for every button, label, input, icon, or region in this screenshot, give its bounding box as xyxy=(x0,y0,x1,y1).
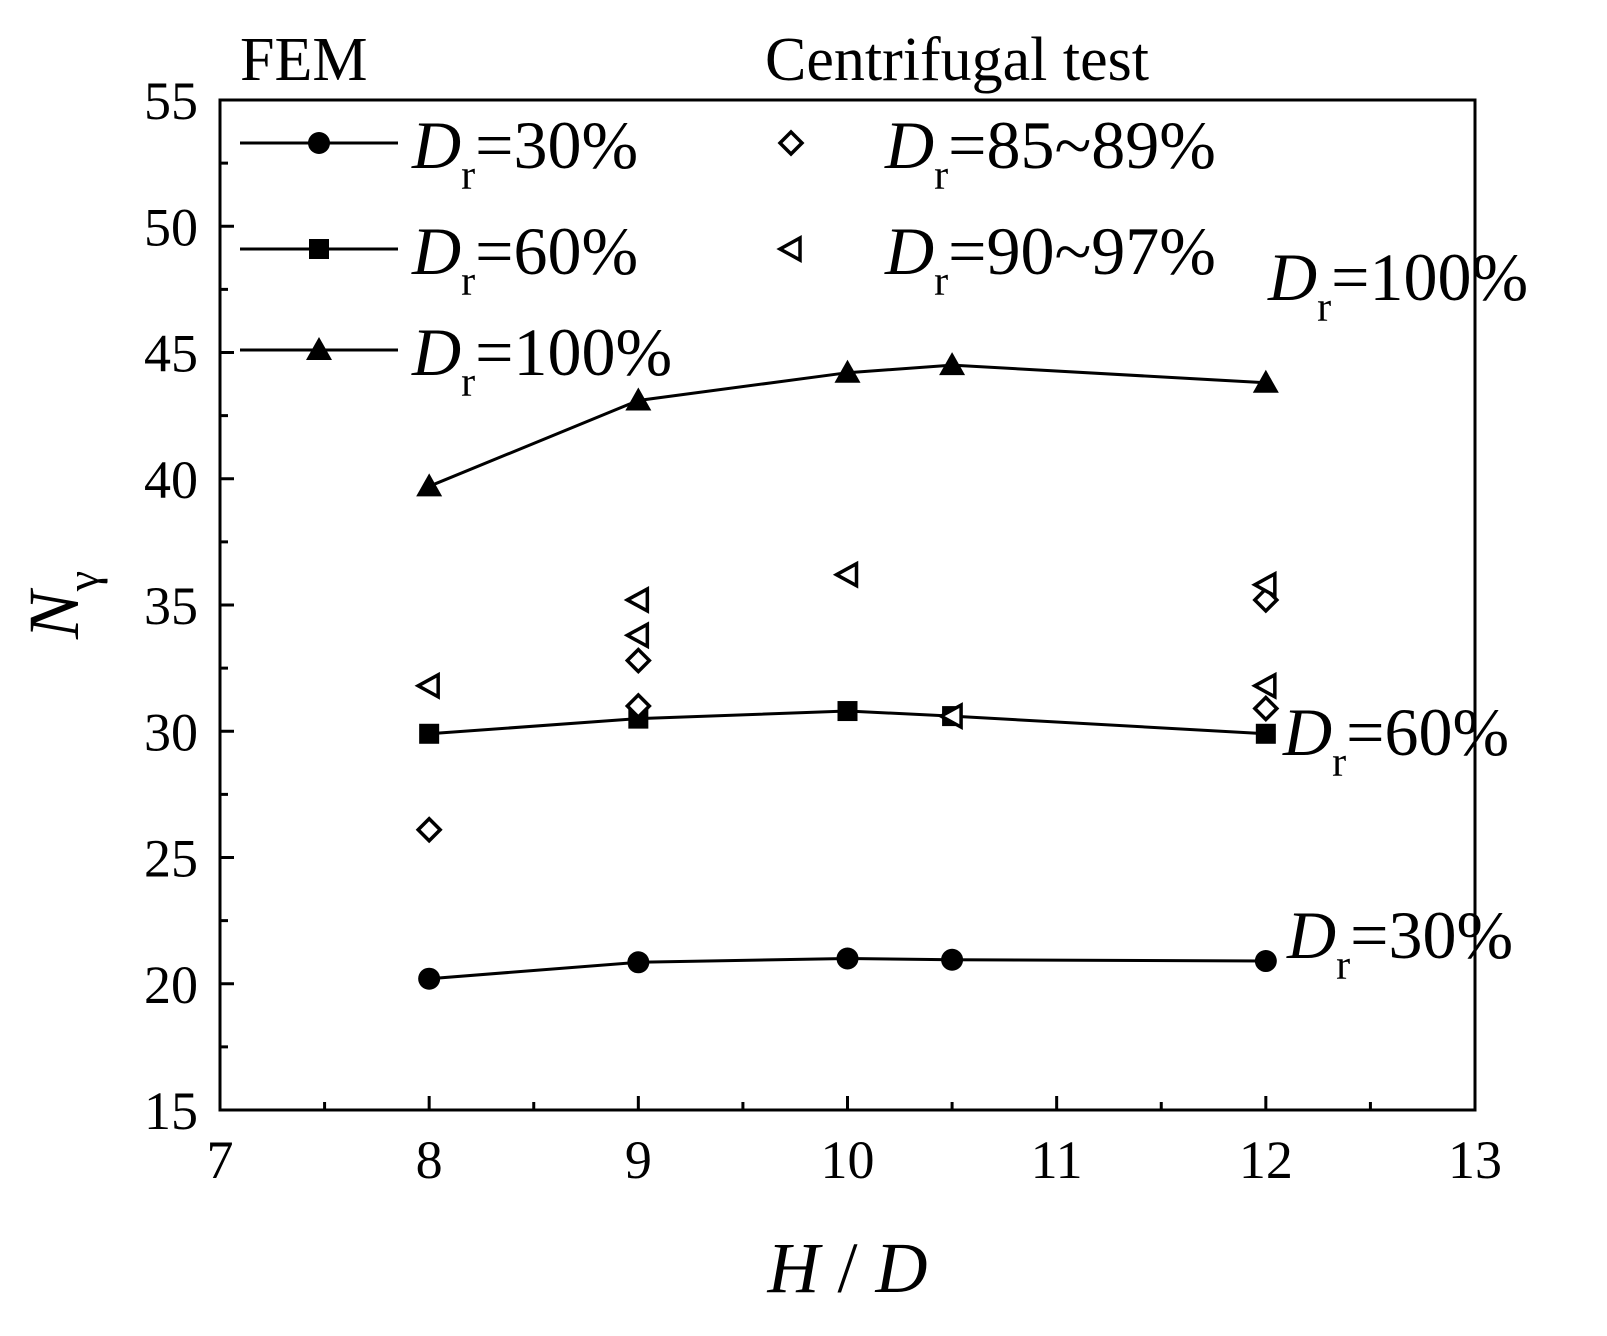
legend-label-dr-60--value: =60% xyxy=(475,213,638,289)
legend-marker-dr-60- xyxy=(309,239,329,259)
x-tick-label: 7 xyxy=(207,1130,234,1190)
legend-marker-dr-85-89- xyxy=(777,129,805,157)
annotation-dr-30--symbol: D xyxy=(1286,897,1336,973)
legend-label-dr-30-: Dr=30% xyxy=(411,107,638,198)
data-point-dr-85-89- xyxy=(415,816,443,844)
legend-label-dr-90-97--value: =90~97% xyxy=(948,213,1216,289)
data-point-dr-60- xyxy=(837,701,858,722)
legend-label-dr-30--subscript: r xyxy=(461,151,475,198)
legend-marker-dr-100- xyxy=(306,337,332,360)
legend-label-dr-85-89-: Dr=85~89% xyxy=(884,107,1216,198)
y-axis-title-n: N xyxy=(14,587,94,640)
legend-title-centrifugal: Centrifugal test xyxy=(765,26,1149,94)
data-point-dr-90-97- xyxy=(414,671,440,700)
y-tick-label: 55 xyxy=(144,71,198,131)
legend-label-dr-100--subscript: r xyxy=(461,358,475,405)
data-point-dr-30- xyxy=(941,948,964,971)
data-point-dr-100- xyxy=(625,387,652,411)
legend-marker-dr-30- xyxy=(308,132,330,154)
axes: 7 8 9 10 11 12 13 15 20 25 30 35 40 45 50 55 H / D Nγ xyxy=(14,71,1502,1308)
x-tick-label: 12 xyxy=(1239,1130,1293,1190)
y-tick-label: 20 xyxy=(144,955,198,1015)
x-axis-title: H / D xyxy=(766,1228,927,1308)
data-point-dr-85-89- xyxy=(624,647,652,675)
y-axis-title-gamma: γ xyxy=(57,571,108,592)
data-point-dr-30- xyxy=(627,951,650,974)
x-tick-label: 9 xyxy=(625,1130,652,1190)
data-markers xyxy=(414,352,1280,990)
legend-label-dr-60--symbol: D xyxy=(411,213,461,289)
annotation-dr-60-: Dr=60% xyxy=(1282,694,1509,785)
data-point-dr-90-97- xyxy=(1251,570,1277,599)
data-point-dr-90-97- xyxy=(937,702,963,731)
series-lines xyxy=(428,363,1266,981)
y-tick-label: 15 xyxy=(144,1081,198,1141)
legend-label-dr-90-97--symbol: D xyxy=(884,213,934,289)
legend-label-dr-90-97-: Dr=90~97% xyxy=(884,213,1216,304)
y-tick-label: 30 xyxy=(144,702,198,762)
legend-label-dr-100--value: =100% xyxy=(475,314,672,390)
x-axis-title-d: D xyxy=(875,1228,928,1308)
data-point-dr-30- xyxy=(418,967,441,990)
annotation-dr-30--subscript: r xyxy=(1336,941,1350,988)
data-point-dr-100- xyxy=(1252,369,1279,393)
x-axis-title-slash: / xyxy=(819,1228,875,1308)
annotation-dr-30--value: =30% xyxy=(1350,897,1513,973)
data-point-dr-100- xyxy=(939,352,966,376)
legend-label-dr-85-89--subscript: r xyxy=(934,151,948,198)
data-point-dr-60- xyxy=(419,723,440,744)
data-point-dr-60- xyxy=(1255,723,1276,744)
y-tick-label: 25 xyxy=(144,829,198,889)
legend-label-dr-60--subscript: r xyxy=(461,257,475,304)
legend-label-dr-85-89--value: =85~89% xyxy=(948,107,1216,183)
data-point-dr-30- xyxy=(1254,950,1277,973)
x-tick-label: 10 xyxy=(821,1130,875,1190)
data-point-dr-90-97- xyxy=(1251,671,1277,700)
annotation-dr-100--value: =100% xyxy=(1331,239,1528,315)
annotation-dr-100-: Dr=100% xyxy=(1267,239,1528,330)
data-point-dr-100- xyxy=(834,359,861,383)
data-point-dr-85-89- xyxy=(1252,695,1280,722)
data-point-dr-100- xyxy=(416,473,443,497)
y-tick-label: 45 xyxy=(144,324,198,384)
legend: FEM Centrifugal testDr=30%Dr=60%Dr=100%Dr… xyxy=(240,26,1216,405)
x-axis-title-h: H xyxy=(766,1228,823,1308)
annotation-dr-30-: Dr=30% xyxy=(1286,897,1513,988)
data-point-dr-90-97- xyxy=(623,621,650,650)
x-tick-label: 8 xyxy=(416,1130,443,1190)
legend-label-dr-90-97--subscript: r xyxy=(934,257,948,304)
x-tick-label: 11 xyxy=(1031,1130,1083,1190)
data-point-dr-30- xyxy=(836,947,859,970)
y-tick-label: 50 xyxy=(144,197,198,257)
legend-label-dr-60-: Dr=60% xyxy=(411,213,638,304)
annotation-dr-100--subscript: r xyxy=(1317,283,1331,330)
y-axis-title: Nγ xyxy=(14,571,108,640)
annotation-dr-60--value: =60% xyxy=(1346,694,1509,770)
data-point-dr-90-97- xyxy=(623,585,650,614)
annotation-dr-100--symbol: D xyxy=(1267,239,1317,315)
annotation-dr-60--subscript: r xyxy=(1332,738,1346,785)
legend-marker-dr-90-97- xyxy=(776,235,802,263)
x-tick-label: 13 xyxy=(1448,1130,1502,1190)
y-tick-label: 35 xyxy=(144,576,198,636)
legend-label-dr-30--value: =30% xyxy=(475,107,638,183)
legend-title-fem: FEM xyxy=(240,26,367,94)
legend-label-dr-100--symbol: D xyxy=(411,314,461,390)
y-tick-label: 40 xyxy=(144,450,198,510)
legend-label-dr-100-: Dr=100% xyxy=(411,314,672,405)
legend-label-dr-30--symbol: D xyxy=(411,107,461,183)
data-point-dr-90-97- xyxy=(832,560,859,589)
legend-label-dr-85-89--symbol: D xyxy=(884,107,934,183)
annotations: Dr=100%Dr=60%Dr=30% xyxy=(1267,239,1528,988)
data-point-dr-85-89- xyxy=(624,692,652,720)
annotation-dr-60--symbol: D xyxy=(1282,694,1332,770)
